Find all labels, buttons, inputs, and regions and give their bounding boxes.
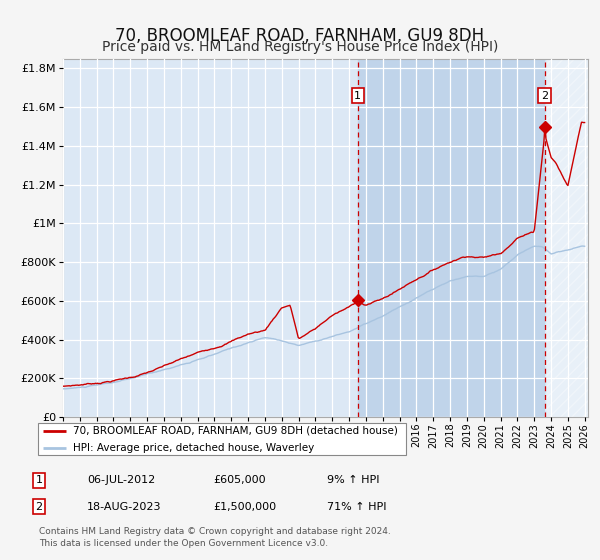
Text: 1: 1 [355, 91, 361, 101]
Text: 1: 1 [35, 475, 43, 486]
Text: £1,500,000: £1,500,000 [213, 502, 276, 512]
Text: 71% ↑ HPI: 71% ↑ HPI [327, 502, 386, 512]
Text: Contains HM Land Registry data © Crown copyright and database right 2024.
This d: Contains HM Land Registry data © Crown c… [39, 527, 391, 548]
Text: 18-AUG-2023: 18-AUG-2023 [87, 502, 161, 512]
Text: 2: 2 [541, 91, 548, 101]
Bar [545, 59, 593, 417]
Text: Price paid vs. HM Land Registry's House Price Index (HPI): Price paid vs. HM Land Registry's House … [102, 40, 498, 54]
Text: 70, BROOMLEAF ROAD, FARNHAM, GU9 8DH: 70, BROOMLEAF ROAD, FARNHAM, GU9 8DH [115, 27, 485, 45]
Text: 9% ↑ HPI: 9% ↑ HPI [327, 475, 380, 486]
Text: 70, BROOMLEAF ROAD, FARNHAM, GU9 8DH (detached house): 70, BROOMLEAF ROAD, FARNHAM, GU9 8DH (de… [73, 426, 398, 436]
Text: 2: 2 [35, 502, 43, 512]
Text: £605,000: £605,000 [213, 475, 266, 486]
Bar [358, 59, 545, 417]
FancyBboxPatch shape [38, 423, 406, 455]
Text: 06-JUL-2012: 06-JUL-2012 [87, 475, 155, 486]
Text: HPI: Average price, detached house, Waverley: HPI: Average price, detached house, Wave… [73, 442, 314, 452]
